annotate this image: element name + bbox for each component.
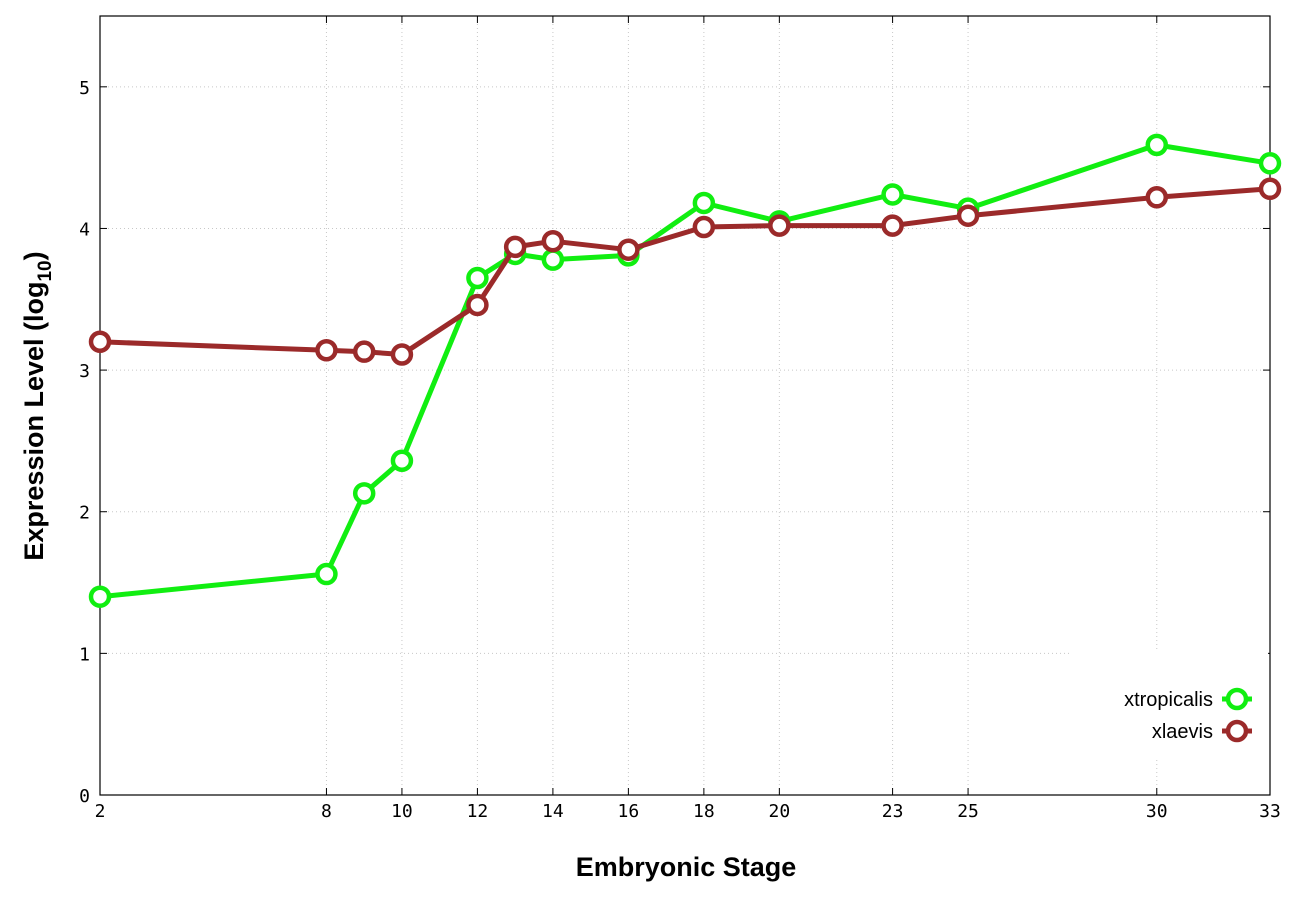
legend-label-xlaevis: xlaevis xyxy=(1152,721,1213,743)
x-tick-label: 14 xyxy=(542,801,564,822)
data-point-xlaevis xyxy=(768,214,791,237)
y-tick-label: 2 xyxy=(79,503,90,524)
data-point-xtropicalis xyxy=(88,585,112,608)
x-tick-label: 12 xyxy=(467,801,489,822)
y-tick-label: 5 xyxy=(79,78,90,99)
y-tick-label: 3 xyxy=(79,361,90,382)
x-axis-title: Embryonic Stage xyxy=(576,852,797,882)
series-line-xtropicalis xyxy=(99,142,1271,600)
y-tick-label: 4 xyxy=(79,219,90,240)
data-point-xtropicalis xyxy=(315,562,338,586)
series xyxy=(88,133,1282,608)
x-tick-label: 16 xyxy=(618,801,640,822)
data-point-xtropicalis xyxy=(390,449,414,472)
data-point-xlaevis xyxy=(541,229,565,253)
data-point-xlaevis xyxy=(390,343,414,366)
series-xlaevis xyxy=(88,177,1282,366)
data-point-xtropicalis xyxy=(692,191,716,215)
x-tick-label: 25 xyxy=(957,801,979,822)
data-point-xtropicalis xyxy=(466,266,489,290)
x-tick-label: 2 xyxy=(95,801,106,822)
legend-marker-xtropicalis xyxy=(1225,687,1249,711)
y-tick-label: 0 xyxy=(79,786,90,807)
y-axis-title: Expression Level (log10) xyxy=(19,251,56,560)
data-point-xtropicalis xyxy=(1145,133,1169,157)
y-axis-title-main: Expression Level (log xyxy=(19,282,49,561)
x-tick-label: 10 xyxy=(391,801,413,822)
plot-frame xyxy=(99,15,1271,796)
data-point-xlaevis xyxy=(692,215,716,239)
data-point-xlaevis xyxy=(617,238,640,261)
x-tick-label: 33 xyxy=(1259,801,1281,822)
y-axis-title-close: ) xyxy=(19,251,49,260)
x-tick-label: 23 xyxy=(882,801,904,822)
series-xtropicalis xyxy=(88,133,1282,608)
y-axis-title-subscript: 10 xyxy=(35,260,56,281)
data-point-xtropicalis xyxy=(1258,152,1282,175)
legend-marker-xlaevis xyxy=(1225,719,1249,743)
y-tick-label: 1 xyxy=(79,644,90,665)
x-tick-label: 30 xyxy=(1146,801,1168,822)
x-tick-label: 18 xyxy=(693,801,715,822)
data-point-xlaevis xyxy=(1258,177,1282,201)
data-point-xlaevis xyxy=(956,204,980,227)
data-point-xlaevis xyxy=(503,235,527,259)
data-point-xtropicalis xyxy=(881,183,904,206)
x-tick-label: 20 xyxy=(769,801,791,822)
x-tick-label: 8 xyxy=(321,801,332,822)
data-point-xlaevis xyxy=(1145,186,1169,209)
data-point-xlaevis xyxy=(315,339,338,362)
data-point-xlaevis xyxy=(881,214,904,237)
data-point-xtropicalis xyxy=(352,482,376,505)
data-point-xtropicalis xyxy=(541,248,565,271)
data-point-xlaevis xyxy=(352,340,376,363)
data-point-xlaevis xyxy=(88,330,112,354)
legend: xtropicalis xlaevis xyxy=(1072,650,1268,760)
grid xyxy=(100,16,1270,795)
legend-label-xtropicalis: xtropicalis xyxy=(1124,689,1213,711)
data-point-xlaevis xyxy=(466,293,489,317)
